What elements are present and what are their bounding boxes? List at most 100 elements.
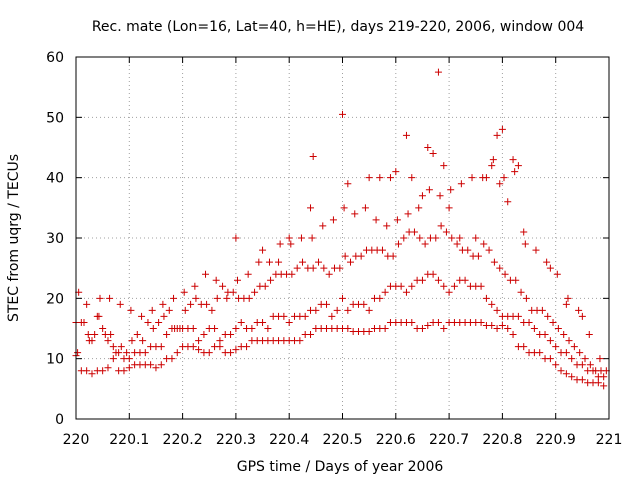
data-point <box>578 376 586 384</box>
data-point <box>424 321 432 329</box>
data-point <box>202 270 210 278</box>
data-point <box>544 312 552 320</box>
data-point <box>195 346 203 354</box>
data-point <box>259 246 267 254</box>
data-point <box>187 300 195 308</box>
data-point <box>341 252 349 260</box>
data-point <box>554 325 562 332</box>
data-point <box>312 306 320 314</box>
data-point <box>392 168 400 176</box>
data-point <box>393 216 401 224</box>
data-point <box>165 306 173 314</box>
data-point <box>280 312 288 320</box>
data-point <box>514 162 522 170</box>
data-point <box>365 306 373 314</box>
data-point <box>575 306 583 314</box>
data-point <box>376 294 384 302</box>
data-point <box>293 264 301 272</box>
data-point <box>109 355 117 363</box>
data-point <box>248 325 256 332</box>
data-point <box>80 318 88 326</box>
data-point <box>448 234 456 242</box>
data-point <box>109 343 117 351</box>
chart-title: Rec. mate (Lon=16, Lat=40, h=HE), days 2… <box>92 19 584 35</box>
data-point <box>386 174 394 182</box>
data-point <box>265 258 273 266</box>
data-point <box>493 131 501 139</box>
y-tick-label: 60 <box>46 50 64 66</box>
data-point <box>168 355 176 363</box>
data-point <box>568 355 576 363</box>
data-point <box>127 306 135 314</box>
data-point <box>144 318 152 326</box>
y-tick-label: 0 <box>55 412 64 428</box>
data-point <box>255 258 263 266</box>
data-point <box>442 228 450 236</box>
data-point <box>520 343 528 351</box>
data-point <box>344 306 352 314</box>
data-point <box>383 222 391 230</box>
data-point <box>562 349 570 357</box>
data-point <box>490 258 498 266</box>
y-tick-label: 20 <box>46 291 64 307</box>
data-point <box>261 282 269 290</box>
data-point <box>552 361 560 369</box>
x-tick-label: 220.4 <box>269 432 309 448</box>
y-tick-label: 10 <box>46 352 64 368</box>
data-point <box>437 222 445 230</box>
data-point <box>421 240 429 248</box>
x-tick-label: 221 <box>596 432 623 448</box>
data-point <box>532 246 540 254</box>
data-point <box>112 349 120 357</box>
y-tick-labels: 0 10 20 30 40 50 60 <box>46 50 64 428</box>
data-point <box>525 318 533 326</box>
data-point <box>509 156 517 164</box>
data-point <box>496 264 504 272</box>
y-tick-label: 40 <box>46 171 64 187</box>
data-point <box>192 294 200 302</box>
data-point <box>339 294 346 302</box>
data-point <box>498 321 506 329</box>
data-point <box>361 204 369 212</box>
data-point <box>410 228 418 236</box>
data-point <box>351 210 359 218</box>
data-point <box>288 270 296 278</box>
data-point <box>340 204 348 212</box>
data-point <box>106 294 114 302</box>
x-tick-label: 220.6 <box>376 432 416 448</box>
data-point <box>594 379 602 387</box>
data-point <box>133 331 141 339</box>
x-axis-label: GPS time / Days of year 2006 <box>237 459 444 475</box>
data-point <box>472 234 480 242</box>
data-point <box>434 68 442 76</box>
data-point <box>440 325 448 332</box>
data-point <box>447 186 455 194</box>
data-point <box>521 240 529 248</box>
data-point <box>227 331 235 339</box>
data-point <box>104 364 112 372</box>
data-point <box>180 288 188 296</box>
data-point <box>233 276 241 284</box>
data-point <box>138 312 146 320</box>
data-point <box>232 325 240 332</box>
data-point <box>445 288 453 296</box>
data-point <box>468 174 476 182</box>
data-point <box>553 270 561 278</box>
data-point <box>128 337 136 345</box>
data-point <box>596 355 604 363</box>
data-point <box>117 343 125 351</box>
data-point <box>402 288 410 296</box>
data-point <box>232 346 240 354</box>
data-point <box>488 321 496 329</box>
data-point <box>259 318 267 326</box>
data-point <box>360 300 368 308</box>
data-point <box>562 370 570 378</box>
data-point <box>552 343 560 351</box>
y-tick-label: 50 <box>46 110 64 126</box>
data-point <box>319 222 327 230</box>
data-point <box>457 180 465 188</box>
x-tick-label: 220.7 <box>429 432 469 448</box>
data-point <box>208 306 216 314</box>
data-point <box>434 318 442 326</box>
x-tick-labels: 220 220.1 220.2 220.3 220.4 220.5 220.6 220.7 22… <box>63 432 623 448</box>
